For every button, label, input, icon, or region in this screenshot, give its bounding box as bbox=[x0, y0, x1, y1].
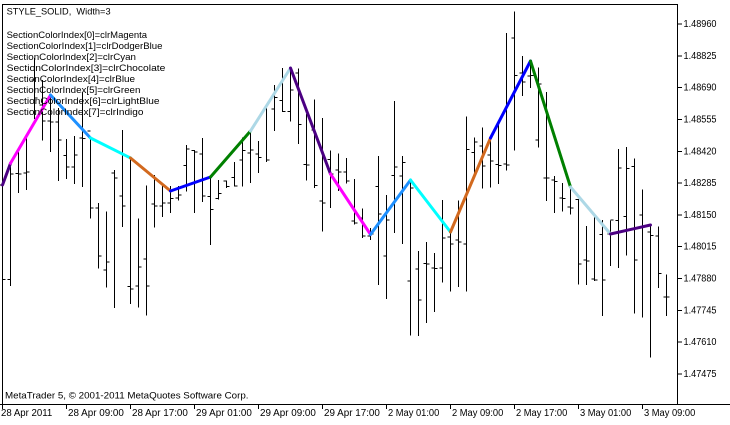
svg-text:28 Apr 2011: 28 Apr 2011 bbox=[1, 408, 53, 419]
svg-text:1.47880: 1.47880 bbox=[684, 274, 717, 285]
svg-text:29 Apr 09:00: 29 Apr 09:00 bbox=[260, 408, 316, 419]
svg-text:1.48960: 1.48960 bbox=[684, 19, 717, 30]
svg-text:1.48825: 1.48825 bbox=[684, 51, 717, 62]
svg-text:SectionColorIndex[0]=clrMagent: SectionColorIndex[0]=clrMagenta bbox=[7, 30, 148, 40]
svg-text:SectionColorIndex[6]=clrLightB: SectionColorIndex[6]=clrLightBlue bbox=[7, 96, 160, 106]
svg-text:SectionColorIndex[1]=clrDodger: SectionColorIndex[1]=clrDodgerBlue bbox=[7, 41, 163, 51]
svg-text:SectionColorIndex[7]=clrIndigo: SectionColorIndex[7]=clrIndigo bbox=[7, 107, 144, 117]
svg-text:1.48420: 1.48420 bbox=[684, 146, 717, 157]
svg-text:29 Apr 01:00: 29 Apr 01:00 bbox=[196, 408, 252, 419]
svg-text:1.47610: 1.47610 bbox=[684, 337, 717, 348]
svg-text:STYLE_SOLID, Width=3: STYLE_SOLID, Width=3 bbox=[7, 7, 111, 17]
svg-text:SectionColorIndex[5]=clrGreen: SectionColorIndex[5]=clrGreen bbox=[7, 85, 141, 95]
svg-text:2 May 17:00: 2 May 17:00 bbox=[516, 408, 568, 419]
svg-text:1.48690: 1.48690 bbox=[684, 83, 717, 94]
svg-text:28 Apr 09:00: 28 Apr 09:00 bbox=[68, 408, 124, 419]
svg-text:MetaTrader 5, © 2001-2011 Meta: MetaTrader 5, © 2001-2011 MetaQuotes Sof… bbox=[5, 391, 248, 401]
svg-text:1.48015: 1.48015 bbox=[684, 242, 717, 253]
svg-text:28 Apr 17:00: 28 Apr 17:00 bbox=[132, 408, 188, 419]
svg-text:SectionColorIndex[4]=clrBlue: SectionColorIndex[4]=clrBlue bbox=[7, 74, 136, 84]
svg-text:1.48150: 1.48150 bbox=[684, 210, 717, 221]
svg-text:2 May 01:00: 2 May 01:00 bbox=[388, 408, 440, 419]
svg-text:SectionColorIndex[3]=clrChocol: SectionColorIndex[3]=clrChocolate bbox=[7, 63, 166, 73]
svg-text:2 May 09:00: 2 May 09:00 bbox=[452, 408, 504, 419]
svg-text:29 Apr 17:00: 29 Apr 17:00 bbox=[324, 408, 380, 419]
svg-text:1.48285: 1.48285 bbox=[684, 178, 717, 189]
svg-text:1.48555: 1.48555 bbox=[684, 115, 717, 126]
svg-text:3 May 09:00: 3 May 09:00 bbox=[644, 408, 696, 419]
svg-text:SectionColorIndex[2]=clrCyan: SectionColorIndex[2]=clrCyan bbox=[7, 52, 136, 62]
svg-text:1.47475: 1.47475 bbox=[684, 369, 717, 380]
svg-text:1.47745: 1.47745 bbox=[684, 305, 717, 316]
svg-text:3 May 01:00: 3 May 01:00 bbox=[580, 408, 632, 419]
